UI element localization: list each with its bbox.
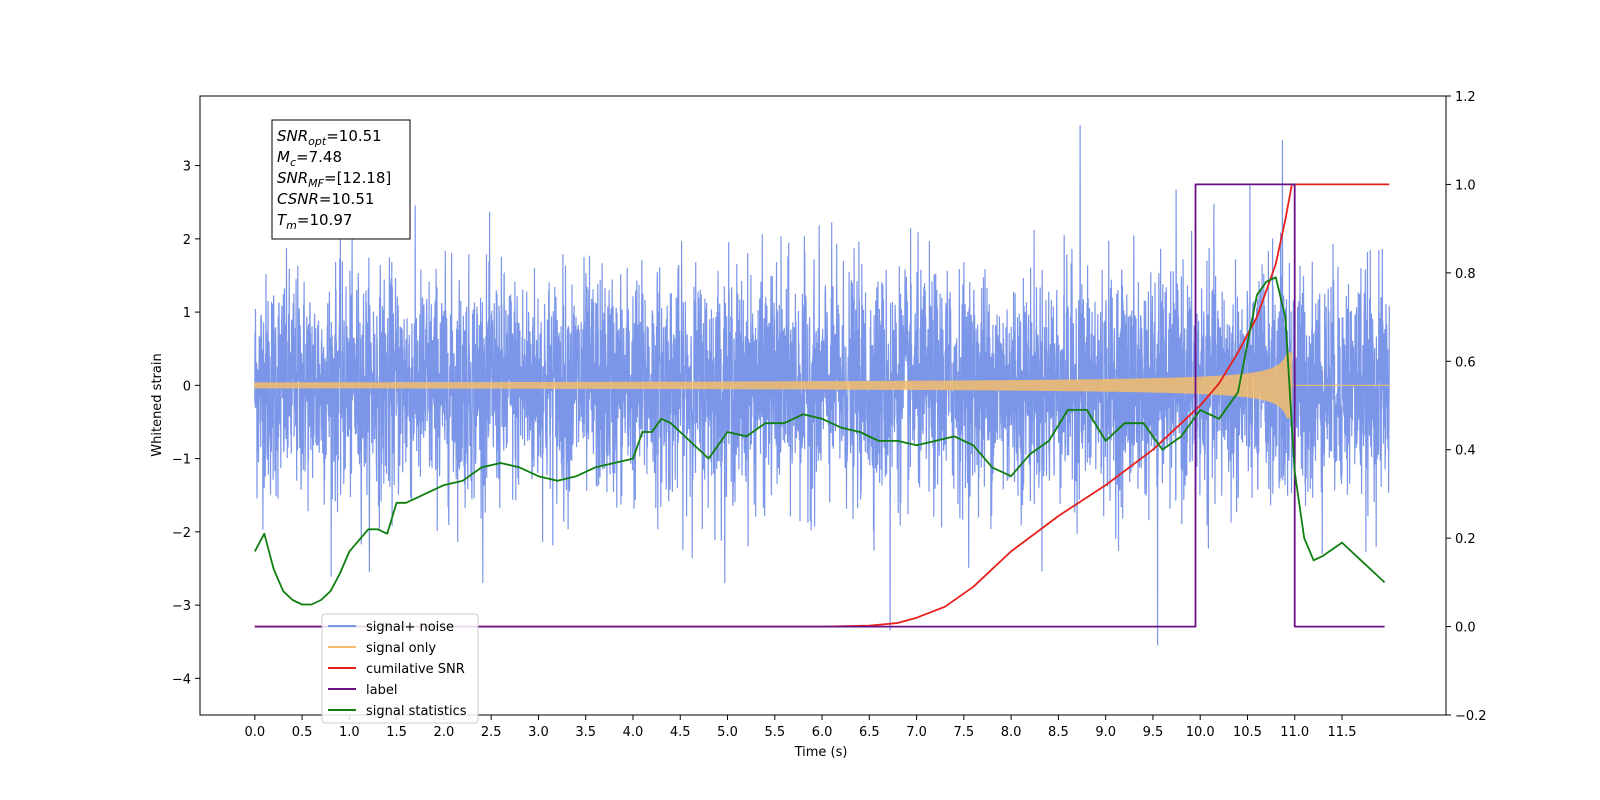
y2-tick-label: 0.0 bbox=[1455, 621, 1476, 636]
x-axis: 0.0 0.5 1.0 1.5 2.0 2.5 3.0 3.5 4.0 4.5 5.0 5.5 6.0 6… bbox=[244, 715, 1356, 740]
annotation-frame bbox=[271, 119, 411, 240]
series-label-line bbox=[254, 183, 1385, 628]
x-tick-label: 6.5 bbox=[859, 725, 880, 740]
x-tick-label: 11.0 bbox=[1280, 725, 1309, 740]
legend-label: cumilative SNR bbox=[366, 662, 465, 677]
x-tick-label: 10.0 bbox=[1186, 725, 1215, 740]
series-layer bbox=[254, 125, 1390, 646]
y-tick-label: 0 bbox=[183, 379, 191, 394]
legend-label: signal+ noise bbox=[366, 620, 454, 635]
x-tick-label: 3.5 bbox=[575, 725, 596, 740]
legend-label: signal statistics bbox=[366, 704, 467, 719]
y-tick-label: −4 bbox=[172, 672, 191, 687]
x-tick-label: 8.5 bbox=[1048, 725, 1069, 740]
x-tick-label: 11.5 bbox=[1328, 725, 1357, 740]
x-tick-label: 9.5 bbox=[1143, 725, 1164, 740]
annotation-line: Tm=10.97 bbox=[277, 211, 352, 232]
x-tick-label: 5.5 bbox=[764, 725, 785, 740]
x-tick-label: 7.5 bbox=[954, 725, 975, 740]
y2-tick-label: 0.2 bbox=[1455, 532, 1476, 547]
y-tick-label: −1 bbox=[172, 453, 191, 468]
x-tick-label: 1.5 bbox=[386, 725, 407, 740]
x-tick-label: 2.0 bbox=[434, 725, 455, 740]
x-tick-label: 0.5 bbox=[292, 725, 313, 740]
plot-frame bbox=[199, 95, 1447, 716]
x-tick-label: 9.0 bbox=[1095, 725, 1116, 740]
x-tick-label: 6.0 bbox=[812, 725, 833, 740]
y2-tick-label: −0.2 bbox=[1455, 709, 1487, 724]
y-axis-right: 1.2 1.0 0.8 0.6 0.4 0.2 0.0 −0.2 bbox=[1446, 90, 1487, 724]
y-tick-label: −3 bbox=[172, 599, 191, 614]
y2-tick-label: 0.6 bbox=[1455, 355, 1476, 370]
y2-tick-label: 0.8 bbox=[1455, 267, 1476, 282]
y2-tick-label: 1.2 bbox=[1455, 90, 1476, 105]
y-axis-label: Whitened strain bbox=[150, 353, 165, 456]
annotation-box: SNRopt=10.51Mc=7.48SNRMF=[12.18]CSNR=10.… bbox=[271, 119, 411, 240]
y-tick-label: 3 bbox=[183, 160, 191, 175]
legend-frame bbox=[321, 613, 479, 724]
legend-label: label bbox=[366, 683, 397, 698]
x-tick-label: 7.0 bbox=[906, 725, 927, 740]
y2-tick-label: 1.0 bbox=[1455, 178, 1476, 193]
y-tick-label: 2 bbox=[183, 233, 191, 248]
x-tick-label: 8.0 bbox=[1001, 725, 1022, 740]
annotation-line: CSNR=10.51 bbox=[277, 190, 374, 208]
y-tick-label: −2 bbox=[172, 526, 191, 541]
y2-tick-label: 0.4 bbox=[1455, 444, 1476, 459]
y-tick-label: 1 bbox=[183, 306, 191, 321]
annotation-line: Mc=7.48 bbox=[277, 148, 342, 169]
legend: signal+ noise signal only cumilative SNR la… bbox=[321, 613, 479, 724]
x-axis-label: Time (s) bbox=[794, 745, 848, 760]
series-signal-statistics-line bbox=[254, 276, 1386, 606]
series-cumilative-snr-line bbox=[254, 183, 1390, 628]
x-tick-label: 3.0 bbox=[528, 725, 549, 740]
x-tick-label: 4.0 bbox=[623, 725, 644, 740]
x-tick-label: 10.5 bbox=[1233, 725, 1262, 740]
x-tick-label: 2.5 bbox=[481, 725, 502, 740]
series-signal-only-line bbox=[254, 352, 1390, 419]
y-axis-left: 3 2 1 0 −1 −2 −3 −4 bbox=[172, 160, 200, 687]
x-tick-label: 4.5 bbox=[670, 725, 691, 740]
legend-label: signal only bbox=[366, 641, 436, 656]
x-tick-label: 5.0 bbox=[717, 725, 738, 740]
annotation-line: SNRopt=10.51 bbox=[277, 127, 382, 148]
x-tick-label: 1.0 bbox=[339, 725, 360, 740]
annotation-line: SNRMF=[12.18] bbox=[277, 169, 391, 190]
x-tick-label: 0.0 bbox=[244, 725, 265, 740]
